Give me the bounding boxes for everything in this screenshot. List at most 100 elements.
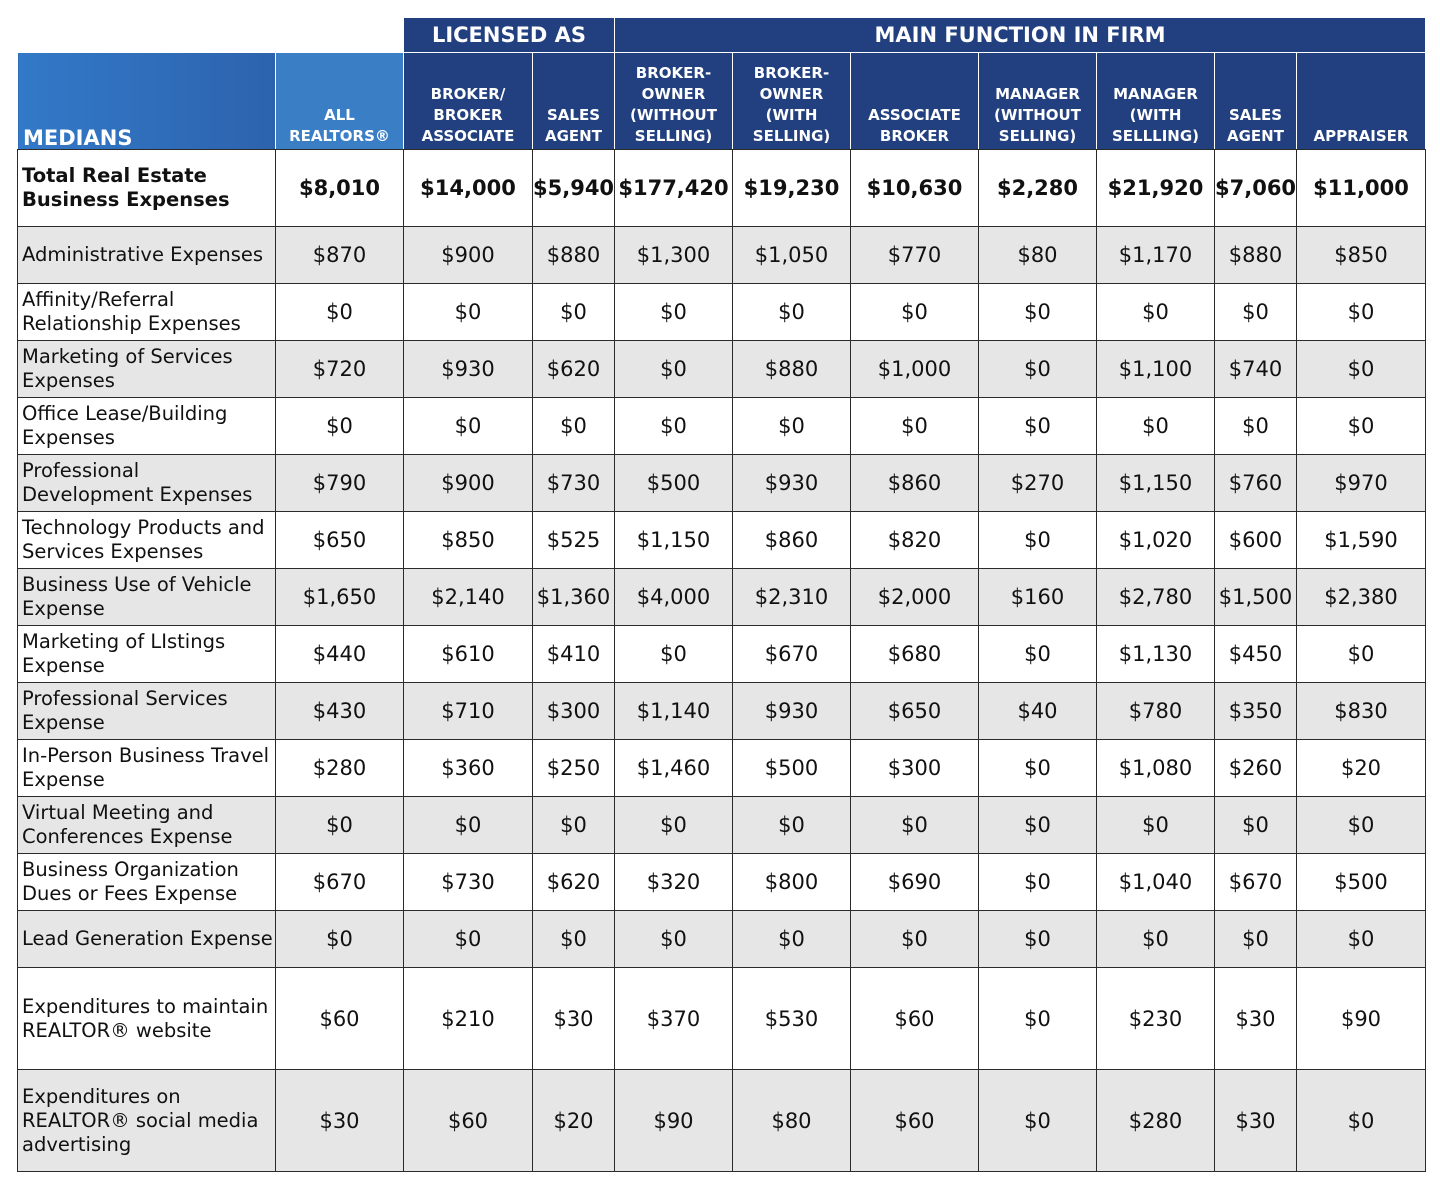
column-header: SALES AGENT (532, 52, 615, 150)
value-cell: $500 (1295, 853, 1427, 911)
value-cell: $0 (978, 625, 1097, 683)
column-header: BROKER- OWNER (WITH SELLING) (732, 52, 851, 150)
value-cell: $670 (275, 853, 404, 911)
value-cell: $0 (978, 1069, 1097, 1172)
table-row: In-Person Business Travel Expense $280 $36… (17, 739, 1427, 797)
value-cell: $500 (732, 739, 851, 797)
value-cell: $740 (1214, 340, 1297, 398)
value-cell: $177,420 (614, 149, 733, 227)
table-row: Professional Services Expense $430 $710 $30… (17, 682, 1427, 740)
value-cell: $1,650 (275, 568, 404, 626)
value-cell: $1,130 (1096, 625, 1215, 683)
value-cell: $230 (1096, 967, 1215, 1070)
value-cell: $525 (532, 511, 615, 569)
value-cell: $5,940 (532, 149, 615, 227)
value-cell: $8,010 (275, 149, 404, 227)
value-cell: $0 (614, 283, 733, 341)
value-cell: $670 (732, 625, 851, 683)
value-cell: $0 (532, 796, 615, 854)
value-cell: $800 (732, 853, 851, 911)
value-cell: $4,000 (614, 568, 733, 626)
row-label: Affinity/Referral Relationship Expenses (17, 283, 276, 341)
value-cell: $0 (850, 283, 979, 341)
row-label: Expenditures on REALTOR® social media ad… (17, 1069, 276, 1172)
column-header: APPRAISER (1295, 52, 1427, 150)
value-cell: $1,140 (614, 682, 733, 740)
value-cell: $720 (275, 340, 404, 398)
main-function-header: MAIN FUNCTION IN FIRM (613, 17, 1427, 53)
value-cell: $0 (1295, 397, 1427, 455)
value-cell: $0 (978, 283, 1097, 341)
value-cell: $90 (1295, 967, 1427, 1070)
value-cell: $0 (614, 397, 733, 455)
row-label: Virtual Meeting and Conferences Expense (17, 796, 276, 854)
value-cell: $0 (1214, 283, 1297, 341)
value-cell: $430 (275, 682, 404, 740)
value-cell: $0 (978, 340, 1097, 398)
value-cell: $20 (1295, 739, 1427, 797)
value-cell: $0 (403, 283, 533, 341)
value-cell: $60 (275, 967, 404, 1070)
value-cell: $14,000 (403, 149, 533, 227)
row-label: Technology Products and Services Expense… (17, 511, 276, 569)
value-cell: $0 (1295, 1069, 1427, 1172)
value-cell: $2,280 (978, 149, 1097, 227)
value-cell: $160 (978, 568, 1097, 626)
value-cell: $60 (403, 1069, 533, 1172)
table-row: Expenditures to maintain REALTOR® websit… (17, 967, 1427, 1070)
value-cell: $0 (532, 283, 615, 341)
value-cell: $0 (532, 910, 615, 968)
value-cell: $0 (1096, 397, 1215, 455)
value-cell: $0 (978, 967, 1097, 1070)
value-cell: $0 (1295, 796, 1427, 854)
value-cell: $30 (275, 1069, 404, 1172)
value-cell: $80 (978, 226, 1097, 284)
column-header: MANAGER (WITHOUT SELLING) (978, 52, 1097, 150)
value-cell: $900 (403, 226, 533, 284)
value-cell: $0 (850, 910, 979, 968)
value-cell: $0 (978, 853, 1097, 911)
value-cell: $860 (732, 511, 851, 569)
value-cell: $0 (1214, 796, 1297, 854)
value-cell: $450 (1214, 625, 1297, 683)
value-cell: $880 (1214, 226, 1297, 284)
value-cell: $2,000 (850, 568, 979, 626)
value-cell: $280 (1096, 1069, 1215, 1172)
value-cell: $10,630 (850, 149, 979, 227)
value-cell: $90 (614, 1069, 733, 1172)
table-row: Office Lease/Building Expenses $0 $0 $0 $0 $0… (17, 397, 1427, 455)
value-cell: $880 (532, 226, 615, 284)
value-cell: $30 (1214, 1069, 1297, 1172)
column-header: SALES AGENT (1214, 52, 1297, 150)
value-cell: $760 (1214, 454, 1297, 512)
value-cell: $370 (614, 967, 733, 1070)
value-cell: $770 (850, 226, 979, 284)
row-label: Office Lease/Building Expenses (17, 397, 276, 455)
value-cell: $0 (532, 397, 615, 455)
value-cell: $0 (732, 910, 851, 968)
value-cell: $680 (850, 625, 979, 683)
value-cell: $0 (403, 397, 533, 455)
value-cell: $0 (1295, 625, 1427, 683)
value-cell: $300 (850, 739, 979, 797)
value-cell: $7,060 (1214, 149, 1297, 227)
row-label: Professional Development Expenses (17, 454, 276, 512)
value-cell: $880 (732, 340, 851, 398)
value-cell: $1,590 (1295, 511, 1427, 569)
value-cell: $0 (614, 910, 733, 968)
value-cell: $0 (1214, 397, 1297, 455)
medians-expenses-table: LICENSED AS MAIN FUNCTION IN FIRM MEDIAN… (17, 17, 1427, 1172)
value-cell: $0 (1096, 910, 1215, 968)
table-row: Administrative Expenses $870 $900 $880 $1,30… (17, 226, 1427, 284)
value-cell: $0 (978, 796, 1097, 854)
value-cell: $30 (532, 967, 615, 1070)
value-cell: $0 (614, 340, 733, 398)
value-cell: $0 (978, 910, 1097, 968)
value-cell: $320 (614, 853, 733, 911)
value-cell: $1,170 (1096, 226, 1215, 284)
value-cell: $1,150 (1096, 454, 1215, 512)
value-cell: $0 (403, 910, 533, 968)
value-cell: $850 (403, 511, 533, 569)
value-cell: $2,310 (732, 568, 851, 626)
value-cell: $19,230 (732, 149, 851, 227)
